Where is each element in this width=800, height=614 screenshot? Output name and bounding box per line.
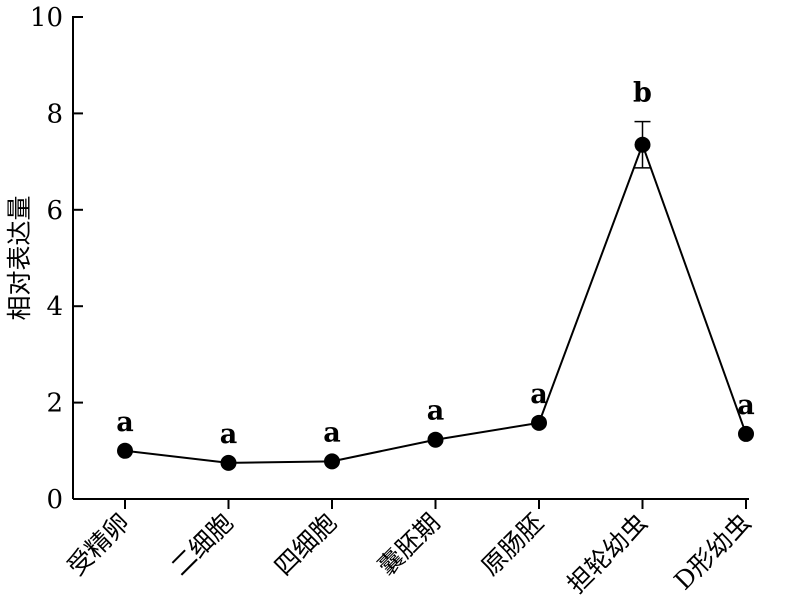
y-tick-label-2: 2 [46,389,63,419]
significance-label-0: a [116,407,134,438]
y-tick-label-4: 4 [46,292,63,322]
data-point-6 [738,425,754,442]
significance-label-5: b [633,78,652,109]
data-point-3 [427,431,444,448]
x-category-label-6: D形幼虫 [669,508,757,596]
significance-label-3: a [427,396,445,427]
data-point-1 [220,454,237,471]
x-category-label-2: 四细胞 [269,508,343,582]
data-point-0 [117,442,133,459]
significance-label-1: a [220,419,238,450]
x-category-label-1: 二细胞 [165,508,239,582]
significance-label-6: a [737,390,755,421]
x-category-label-0: 受精卵 [62,508,136,582]
y-tick-label-8: 8 [46,99,63,129]
y-tick-label-6: 6 [46,196,63,226]
y-tick-label-0: 0 [46,485,63,515]
y-axis-label-group: 相对表达量 [5,195,34,320]
significance-label-2: a [323,417,341,448]
data-point-2 [324,453,340,470]
data-point-4 [531,414,547,431]
y-tick-label-10: 10 [30,3,63,33]
data-point-5 [634,136,651,153]
x-category-label-5: 担轮幼虫 [562,508,653,599]
significance-label-4: a [530,379,548,410]
plot-area: a a a a a b a [116,78,755,471]
y-axis-label: 相对表达量 [5,195,34,320]
x-category-label-3: 囊胚期 [372,508,446,582]
x-category-label-4: 原肠胚 [476,508,550,582]
